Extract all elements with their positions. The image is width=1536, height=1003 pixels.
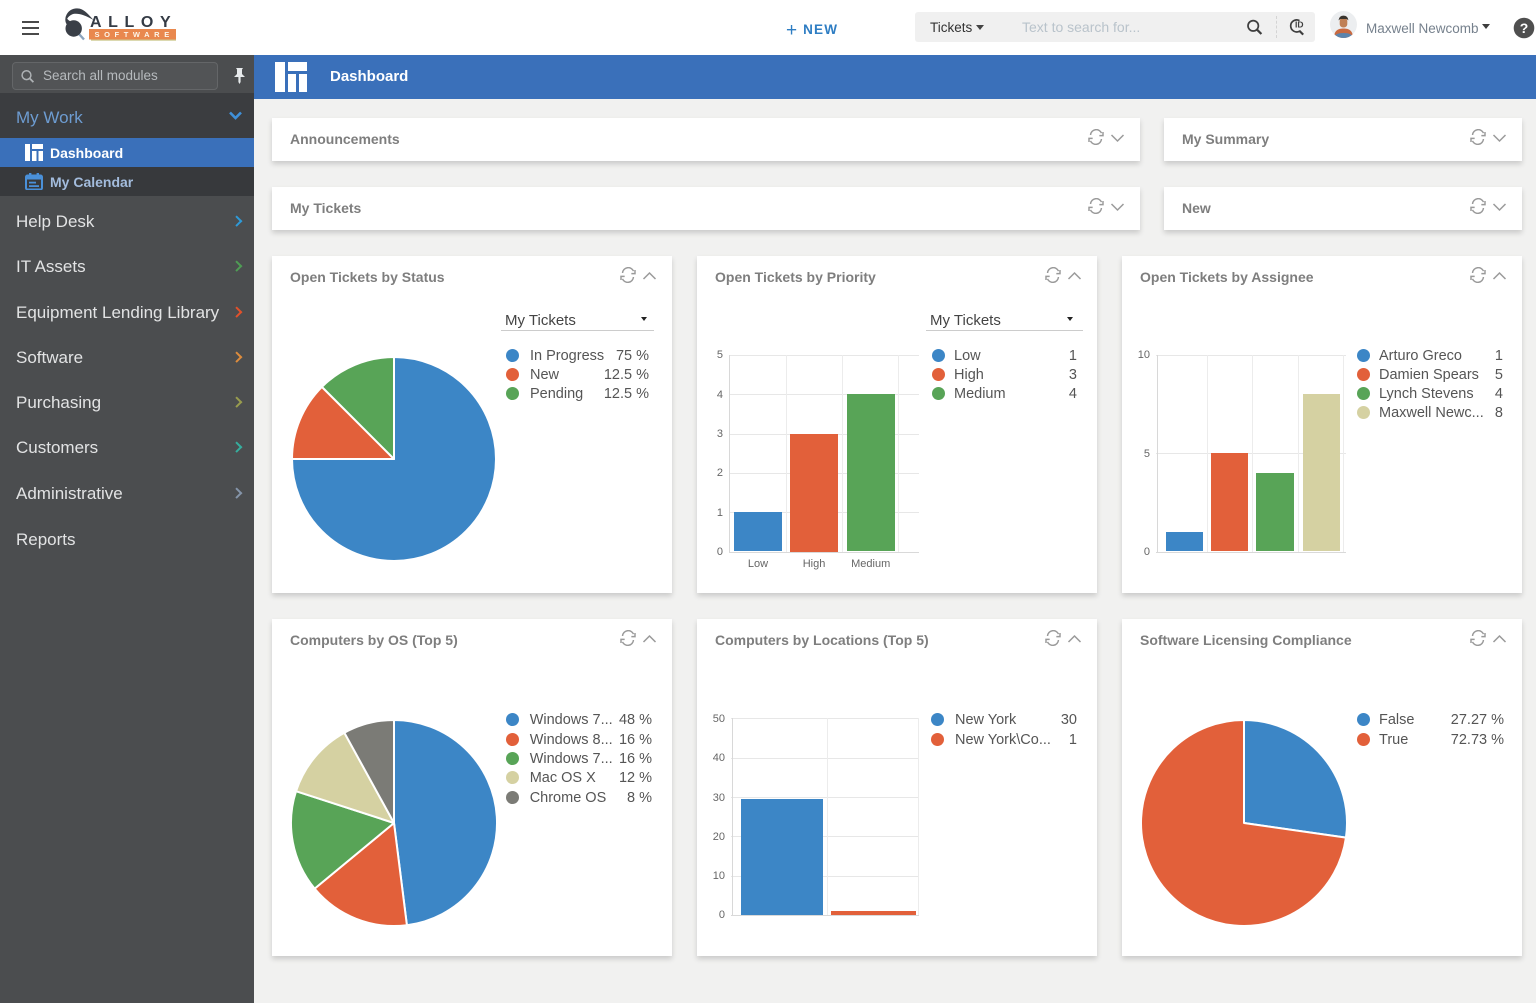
svg-text:ALLOY: ALLOY: [90, 14, 177, 31]
svg-text:?: ?: [1520, 20, 1529, 36]
svg-text:ID: ID: [1295, 20, 1304, 30]
svg-text:SOFTWARE: SOFTWARE: [95, 30, 174, 39]
